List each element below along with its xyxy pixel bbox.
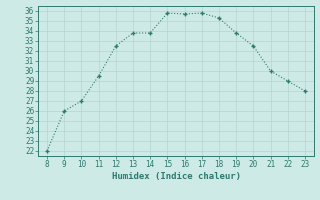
X-axis label: Humidex (Indice chaleur): Humidex (Indice chaleur): [111, 172, 241, 181]
